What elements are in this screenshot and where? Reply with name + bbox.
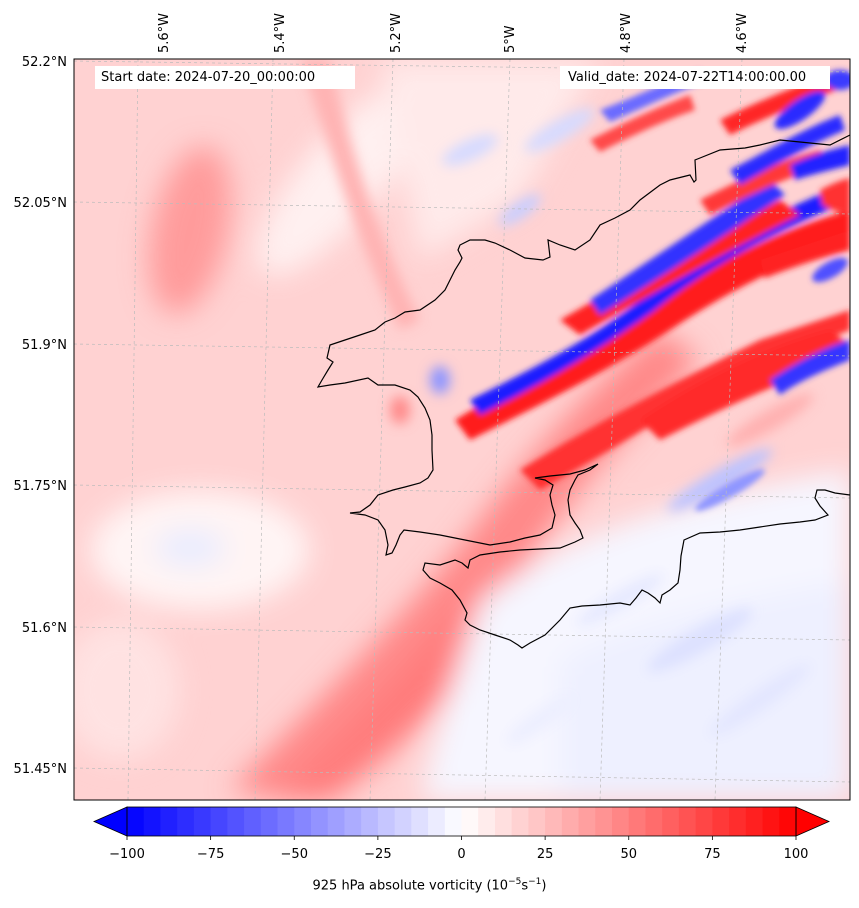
coastline: [316, 134, 850, 649]
colorbar-cell: [612, 807, 630, 836]
lon-tick-label: 5.2°W: [389, 13, 404, 53]
lon-tick-label: 5°W: [503, 25, 518, 53]
map-frame: [73, 58, 851, 801]
start-date-label: Start date: 2024-07-20_00:00:00: [95, 66, 355, 89]
lat-tick-label: 52.2°N: [22, 55, 67, 70]
colorbar: −100 −75 −50 −25 0 25 50 75 100: [93, 806, 830, 862]
colorbar-cell: [528, 807, 546, 836]
colorbar-units-exp2: −1: [528, 877, 542, 887]
longitude-labels: 5.6°W 5.4°W 5.2°W 5°W 4.8°W 4.6°W: [157, 13, 750, 53]
colorbar-units-suffix: ): [541, 878, 547, 894]
colorbar-cell: [729, 807, 747, 836]
colorbar-cell: [411, 807, 429, 836]
colorbar-cell: [327, 807, 346, 836]
colorbar-tick-label: 25: [537, 847, 554, 862]
lat-tick-label: 51.45°N: [14, 762, 67, 777]
colorbar-cell: [210, 807, 228, 836]
colorbar-extend-max: [795, 806, 830, 837]
lon-tick-label: 4.8°W: [619, 13, 634, 53]
colorbar-tick-label: 0: [457, 847, 465, 862]
colorbar-tick-label: −50: [281, 847, 308, 862]
colorbar-cell: [762, 807, 780, 836]
colorbar-units-mid: s: [521, 878, 529, 894]
colorbar-cell: [244, 807, 262, 836]
colorbar-cell: [494, 807, 513, 836]
colorbar-tick-label: −25: [364, 847, 391, 862]
latitude-labels: 52.2°N 52.05°N 51.9°N 51.75°N 51.6°N 51.45°N: [14, 55, 67, 777]
colorbar-cell: [177, 807, 195, 836]
colorbar-cell: [511, 807, 529, 836]
colorbar-cell: [277, 807, 295, 836]
colorbar-cell: [227, 807, 245, 836]
lat-tick-label: 51.9°N: [22, 338, 67, 353]
colorbar-cell: [745, 807, 764, 836]
colorbar-cell: [143, 807, 162, 836]
colorbar-cell: [561, 807, 580, 836]
lat-tick-label: 51.75°N: [14, 479, 67, 494]
colorbar-label: 925 hPa absolute vorticity (10−5s−1): [0, 877, 859, 893]
colorbar-units-prefix: (10: [486, 878, 509, 894]
colorbar-cell: [160, 807, 178, 836]
colorbar-cell: [344, 807, 362, 836]
lon-tick-label: 5.4°W: [273, 13, 288, 53]
colorbar-tick-label: −75: [197, 847, 224, 862]
colorbar-cell: [461, 807, 479, 836]
colorbar-tick-label: 50: [620, 847, 637, 862]
colorbar-cell: [628, 807, 647, 836]
colorbar-cell: [260, 807, 279, 836]
colorbar-cell: [662, 807, 680, 836]
colorbar-units-exp1: −5: [508, 877, 522, 887]
colorbar-cell: [310, 807, 329, 836]
colorbar-cell: [578, 807, 596, 836]
colorbar-cell: [294, 807, 312, 836]
colorbar-title: 925 hPa absolute vorticity: [312, 878, 483, 894]
lon-tick-label: 5.6°W: [157, 13, 172, 53]
lon-tick-label: 4.6°W: [735, 13, 750, 53]
colorbar-cell: [545, 807, 563, 836]
colorbar-cell: [712, 807, 730, 836]
vorticity-field: [74, 59, 850, 800]
colorbar-cell: [779, 807, 797, 836]
colorbar-cell: [377, 807, 396, 836]
colorbar-tick-label: 75: [704, 847, 721, 862]
valid-date-label: Valid_date: 2024-07-22T14:00:00.00: [560, 66, 830, 89]
colorbar-cell: [428, 807, 446, 836]
colorbar-tick-label: 100: [784, 847, 809, 862]
lat-tick-label: 51.6°N: [22, 621, 67, 636]
colorbar-cell: [695, 807, 713, 836]
colorbar-cell: [127, 807, 145, 836]
colorbar-cell: [361, 807, 379, 836]
colorbar-cell: [478, 807, 496, 836]
colorbar-cell: [394, 807, 412, 836]
colorbar-cell: [678, 807, 697, 836]
colorbar-extend-min: [93, 806, 128, 837]
colorbar-cell: [645, 807, 663, 836]
colorbar-cell: [444, 807, 463, 836]
colorbar-tick-label: −100: [109, 847, 145, 862]
colorbar-cell: [595, 807, 613, 836]
lat-tick-label: 52.05°N: [14, 196, 67, 211]
colorbar-cell: [193, 807, 212, 836]
